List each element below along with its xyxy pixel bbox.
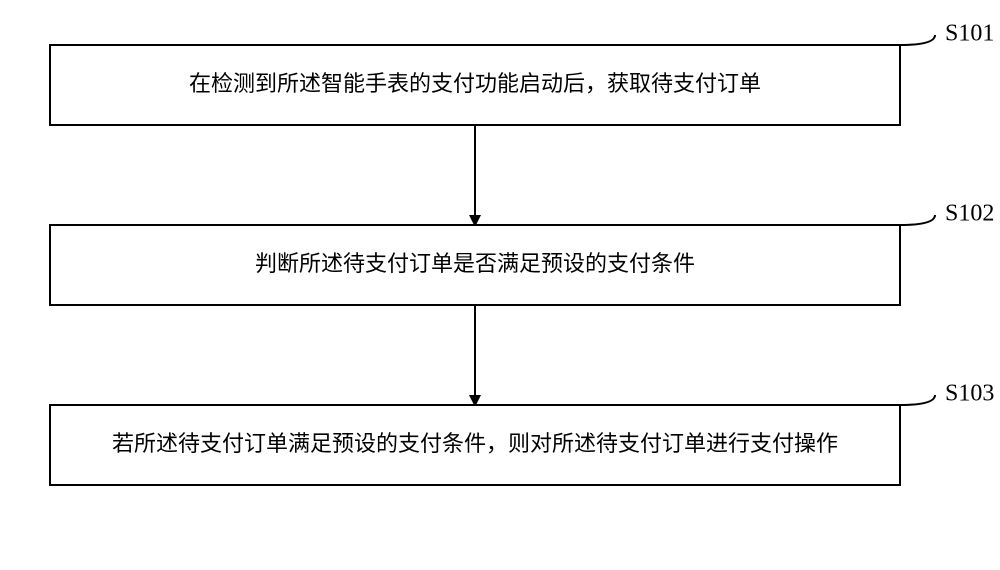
step-text: 在检测到所述智能手表的支付功能启动后，获取待支付订单 [189,71,761,96]
flowchart-step-s102: 判断所述待支付订单是否满足预设的支付条件 S102 [50,201,994,306]
flowchart-diagram: 在检测到所述智能手表的支付功能启动后，获取待支付订单 S101 判断所述待支付订单是… [0,0,1000,570]
step-label: S103 [945,381,994,407]
step-text: 若所述待支付订单满足预设的支付条件，则对所述待支付订单进行支付操作 [112,431,838,456]
label-connector [900,35,935,45]
step-label: S101 [945,21,994,47]
flowchart-step-s101: 在检测到所述智能手表的支付功能启动后，获取待支付订单 S101 [50,21,994,126]
flowchart-step-s103: 若所述待支付订单满足预设的支付条件，则对所述待支付订单进行支付操作 S103 [50,381,994,486]
label-connector [900,395,935,405]
label-connector [900,215,935,225]
step-text: 判断所述待支付订单是否满足预设的支付条件 [255,251,695,276]
step-label: S102 [945,201,994,227]
